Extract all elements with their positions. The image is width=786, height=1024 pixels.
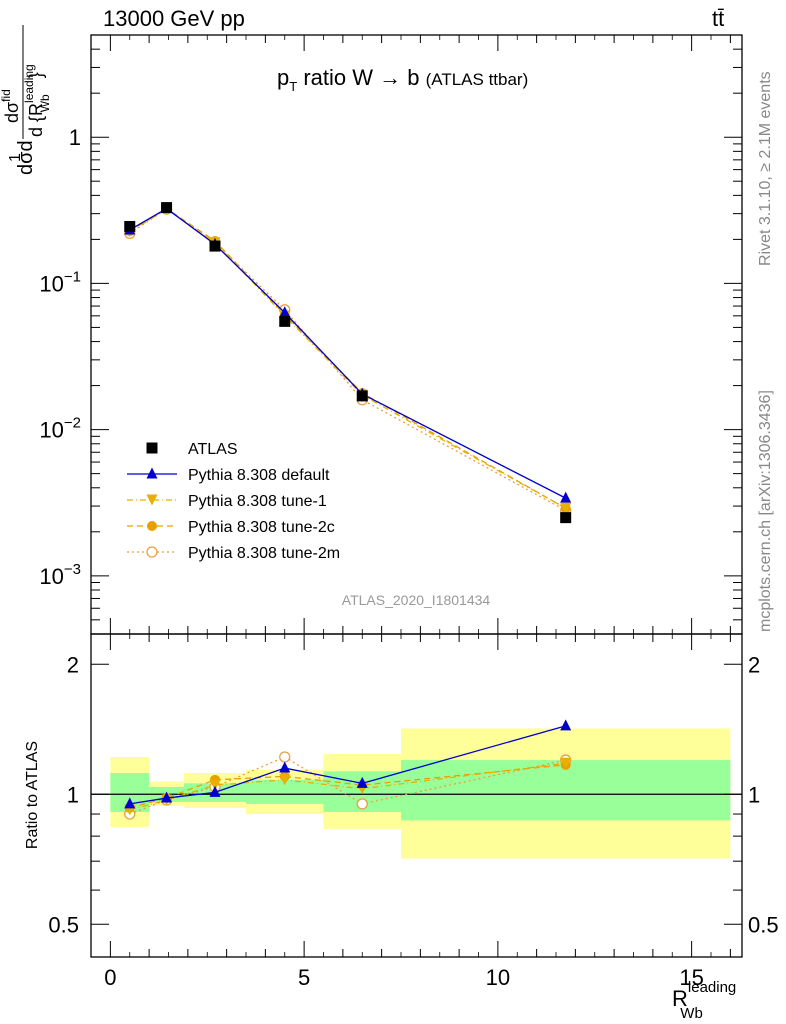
main-data-point bbox=[279, 306, 291, 318]
ratio-data-point bbox=[279, 761, 291, 773]
main-data-point bbox=[124, 221, 136, 233]
ratio-data-point bbox=[356, 776, 368, 788]
ratio-data-point bbox=[279, 774, 291, 786]
legend-marker bbox=[147, 521, 157, 531]
svg-text:d {RleadingWb}: d {RleadingWb} bbox=[22, 64, 52, 137]
legend-marker bbox=[146, 442, 158, 454]
main-data-point bbox=[560, 491, 572, 503]
x-tick-label: 15 bbox=[679, 965, 703, 990]
y-tick-label: 1 bbox=[67, 782, 79, 807]
svg-text:dσfid: dσfid bbox=[0, 89, 22, 123]
ratio-data-point bbox=[124, 797, 136, 809]
legend-label: Pythia 8.308 tune-1 bbox=[188, 493, 327, 510]
ratio-data-point bbox=[356, 798, 368, 810]
ratio-data-point bbox=[209, 785, 221, 797]
y-tick-label: 2 bbox=[67, 652, 79, 677]
svg-text:1: 1 bbox=[7, 153, 24, 162]
main-data-point bbox=[560, 512, 572, 524]
main-data-point bbox=[209, 240, 221, 252]
ratio-data-point bbox=[560, 757, 572, 769]
y-tick-label: 10−3 bbox=[39, 561, 81, 589]
x-tick-label: 5 bbox=[298, 965, 310, 990]
y-tick-label: 10−1 bbox=[39, 268, 81, 296]
ratio-series-line bbox=[129, 756, 566, 815]
x-tick-label: 10 bbox=[486, 965, 510, 990]
mcplots-side-label: mcplots.cern.ch [arXiv:1306.3436] bbox=[757, 390, 774, 632]
main-series-line bbox=[129, 207, 566, 499]
x-tick-label: 0 bbox=[104, 965, 116, 990]
legend-label: Pythia 8.308 default bbox=[188, 467, 330, 484]
rivet-side-label: Rivet 3.1.10, ≥ 2.1M events bbox=[757, 71, 774, 266]
ratio-data-point bbox=[560, 719, 572, 731]
main-series-line bbox=[129, 207, 567, 509]
y-tick-label: 1 bbox=[69, 125, 81, 150]
analysis-watermark: ATLAS_2020_I1801434 bbox=[342, 592, 491, 608]
main-data-point bbox=[279, 315, 291, 327]
legend-label: ATLAS bbox=[188, 441, 238, 458]
legend-label: Pythia 8.308 tune-2m bbox=[188, 545, 340, 562]
chart-title: pT ratio W → b (ATLAS ttbar) bbox=[277, 65, 528, 94]
main-data-point bbox=[161, 202, 173, 214]
legend-marker bbox=[146, 546, 158, 558]
ratio-series-line bbox=[129, 762, 566, 811]
ratio-series-line bbox=[129, 725, 566, 805]
svg-text:dσd: dσd bbox=[15, 140, 37, 175]
y-tick-label-right: 0.5 bbox=[748, 912, 779, 937]
ratio-y-axis-label: Ratio to ATLAS bbox=[24, 741, 41, 849]
x-axis-label: Rleading Wb bbox=[672, 979, 736, 1022]
main-series-line bbox=[129, 208, 567, 509]
legend-label: Pythia 8.308 tune-2c bbox=[188, 519, 335, 536]
legend-marker bbox=[146, 467, 158, 479]
main-data-point bbox=[356, 390, 368, 402]
main-data-point bbox=[560, 502, 572, 514]
ratio-data-point bbox=[161, 791, 173, 803]
header-right-label: tt̄ bbox=[712, 6, 725, 31]
header-left-label: 13000 GeV pp bbox=[103, 6, 245, 31]
ratio-data-point bbox=[209, 779, 221, 791]
uncertainty-band-inner bbox=[401, 760, 731, 821]
ratio-data-point bbox=[279, 751, 291, 763]
legend-marker bbox=[146, 494, 158, 506]
y-tick-label-right: 1 bbox=[748, 782, 760, 807]
ratio-plot-frame bbox=[90, 633, 743, 958]
y-tick-label: 10−2 bbox=[39, 415, 81, 443]
y-tick-label-right: 2 bbox=[748, 652, 760, 677]
ratio-series-line bbox=[129, 764, 566, 809]
y-tick-label: 0.5 bbox=[48, 912, 79, 937]
